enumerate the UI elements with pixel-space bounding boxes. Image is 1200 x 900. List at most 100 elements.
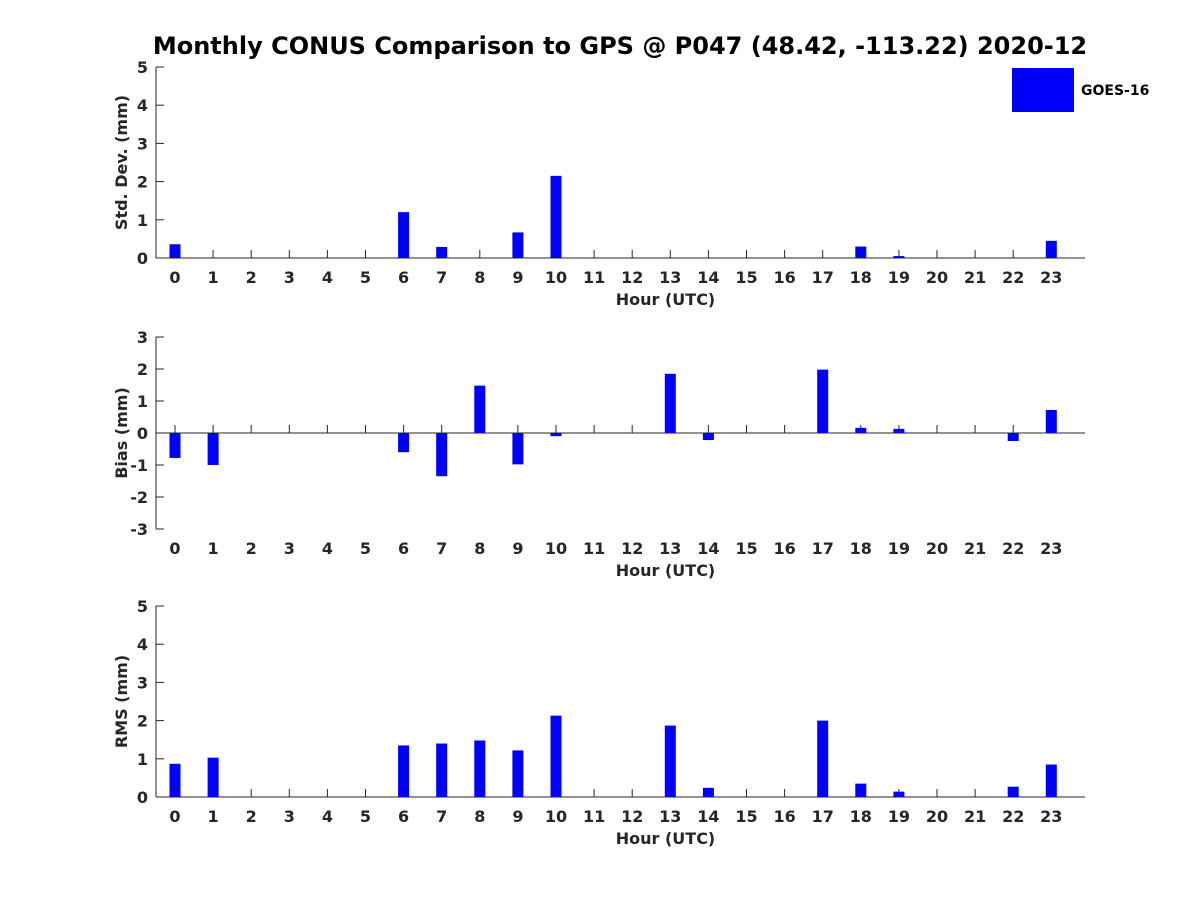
bar-hour-8 bbox=[474, 740, 486, 797]
bar-hour-18 bbox=[855, 783, 867, 797]
x-tick-label: 8 bbox=[474, 807, 485, 826]
x-tick-label: 2 bbox=[246, 539, 257, 558]
bar-hour-18 bbox=[855, 427, 867, 433]
y-tick-label: 4 bbox=[137, 96, 148, 115]
x-tick-label: 15 bbox=[735, 807, 757, 826]
bar-hour-22 bbox=[1007, 433, 1019, 441]
y-axis-label: RMS (mm) bbox=[112, 655, 131, 748]
x-tick-label: 20 bbox=[926, 807, 948, 826]
x-tick-label: 5 bbox=[360, 807, 371, 826]
x-axis-label: Hour (UTC) bbox=[616, 290, 716, 309]
bar-hour-0 bbox=[169, 763, 181, 797]
legend-swatch bbox=[1012, 68, 1074, 112]
x-tick-label: 9 bbox=[512, 807, 523, 826]
bar-hour-10 bbox=[550, 715, 562, 797]
chart-title: Monthly CONUS Comparison to GPS @ P047 (… bbox=[153, 32, 1087, 60]
x-tick-label: 21 bbox=[964, 807, 986, 826]
bar-hour-14 bbox=[702, 787, 714, 797]
x-tick-label: 3 bbox=[284, 539, 295, 558]
y-axis-label: Std. Dev. (mm) bbox=[112, 95, 131, 230]
bar-hour-9 bbox=[512, 433, 524, 465]
x-tick-label: 6 bbox=[398, 539, 409, 558]
bar-hour-23 bbox=[1045, 240, 1057, 258]
y-tick-label: 0 bbox=[137, 249, 148, 268]
y-tick-label: 1 bbox=[137, 211, 148, 230]
x-tick-label: 11 bbox=[583, 268, 605, 287]
bar-hour-23 bbox=[1045, 764, 1057, 797]
x-tick-label: 9 bbox=[512, 539, 523, 558]
x-tick-label: 22 bbox=[1002, 807, 1024, 826]
x-tick-label: 19 bbox=[888, 807, 910, 826]
x-tick-label: 1 bbox=[208, 268, 219, 287]
bar-hour-17 bbox=[817, 720, 829, 797]
bar-hour-7 bbox=[436, 246, 448, 258]
bar-hour-18 bbox=[855, 246, 867, 258]
x-tick-label: 18 bbox=[850, 268, 872, 287]
bar-hour-6 bbox=[398, 212, 410, 258]
bar-hour-1 bbox=[207, 433, 219, 465]
y-tick-label: 5 bbox=[137, 58, 148, 77]
y-tick-label: 2 bbox=[137, 712, 148, 731]
x-tick-label: 3 bbox=[284, 807, 295, 826]
x-tick-label: 7 bbox=[436, 807, 447, 826]
x-tick-label: 23 bbox=[1040, 539, 1062, 558]
x-tick-label: 7 bbox=[436, 268, 447, 287]
y-tick-label: 1 bbox=[137, 750, 148, 769]
bar-hour-13 bbox=[664, 725, 676, 797]
y-tick-label: -3 bbox=[130, 520, 148, 539]
x-tick-label: 3 bbox=[284, 268, 295, 287]
bar-hour-23 bbox=[1045, 409, 1057, 433]
x-tick-label: 1 bbox=[208, 539, 219, 558]
bar-hour-9 bbox=[512, 232, 524, 258]
bar-hour-19 bbox=[893, 256, 905, 258]
x-tick-label: 10 bbox=[545, 807, 567, 826]
x-tick-label: 22 bbox=[1002, 268, 1024, 287]
x-tick-label: 18 bbox=[850, 539, 872, 558]
bar-hour-19 bbox=[893, 791, 905, 797]
x-tick-label: 17 bbox=[812, 807, 834, 826]
y-tick-label: 5 bbox=[137, 597, 148, 616]
bar-hour-1 bbox=[207, 757, 219, 797]
y-tick-label: -2 bbox=[130, 488, 148, 507]
x-tick-label: 21 bbox=[964, 268, 986, 287]
y-tick-label: 2 bbox=[137, 360, 148, 379]
x-tick-label: 5 bbox=[360, 539, 371, 558]
x-tick-label: 17 bbox=[812, 539, 834, 558]
x-tick-label: 4 bbox=[322, 539, 333, 558]
x-tick-label: 7 bbox=[436, 539, 447, 558]
x-tick-label: 22 bbox=[1002, 539, 1024, 558]
x-tick-label: 4 bbox=[322, 268, 333, 287]
x-tick-label: 0 bbox=[169, 268, 180, 287]
x-tick-label: 13 bbox=[659, 539, 681, 558]
bar-hour-10 bbox=[550, 175, 562, 258]
bar-hour-7 bbox=[436, 743, 448, 797]
x-tick-label: 20 bbox=[926, 268, 948, 287]
x-tick-label: 4 bbox=[322, 807, 333, 826]
x-tick-label: 8 bbox=[474, 539, 485, 558]
x-tick-label: 11 bbox=[583, 539, 605, 558]
bar-hour-8 bbox=[474, 385, 486, 433]
x-tick-label: 12 bbox=[621, 539, 643, 558]
x-tick-label: 0 bbox=[169, 807, 180, 826]
x-tick-label: 1 bbox=[208, 807, 219, 826]
x-tick-label: 16 bbox=[773, 539, 795, 558]
x-tick-label: 11 bbox=[583, 807, 605, 826]
x-tick-label: 19 bbox=[888, 268, 910, 287]
x-tick-label: 6 bbox=[398, 268, 409, 287]
x-tick-label: 10 bbox=[545, 539, 567, 558]
x-tick-label: 14 bbox=[697, 539, 719, 558]
bar-hour-6 bbox=[398, 745, 410, 797]
x-tick-label: 8 bbox=[474, 268, 485, 287]
x-tick-label: 5 bbox=[360, 268, 371, 287]
x-tick-label: 0 bbox=[169, 539, 180, 558]
bar-hour-7 bbox=[436, 433, 448, 477]
y-tick-label: 2 bbox=[137, 173, 148, 192]
x-tick-label: 23 bbox=[1040, 807, 1062, 826]
x-tick-label: 6 bbox=[398, 807, 409, 826]
bar-hour-0 bbox=[169, 433, 181, 458]
bar-hour-6 bbox=[398, 433, 410, 453]
y-tick-label: 0 bbox=[137, 788, 148, 807]
